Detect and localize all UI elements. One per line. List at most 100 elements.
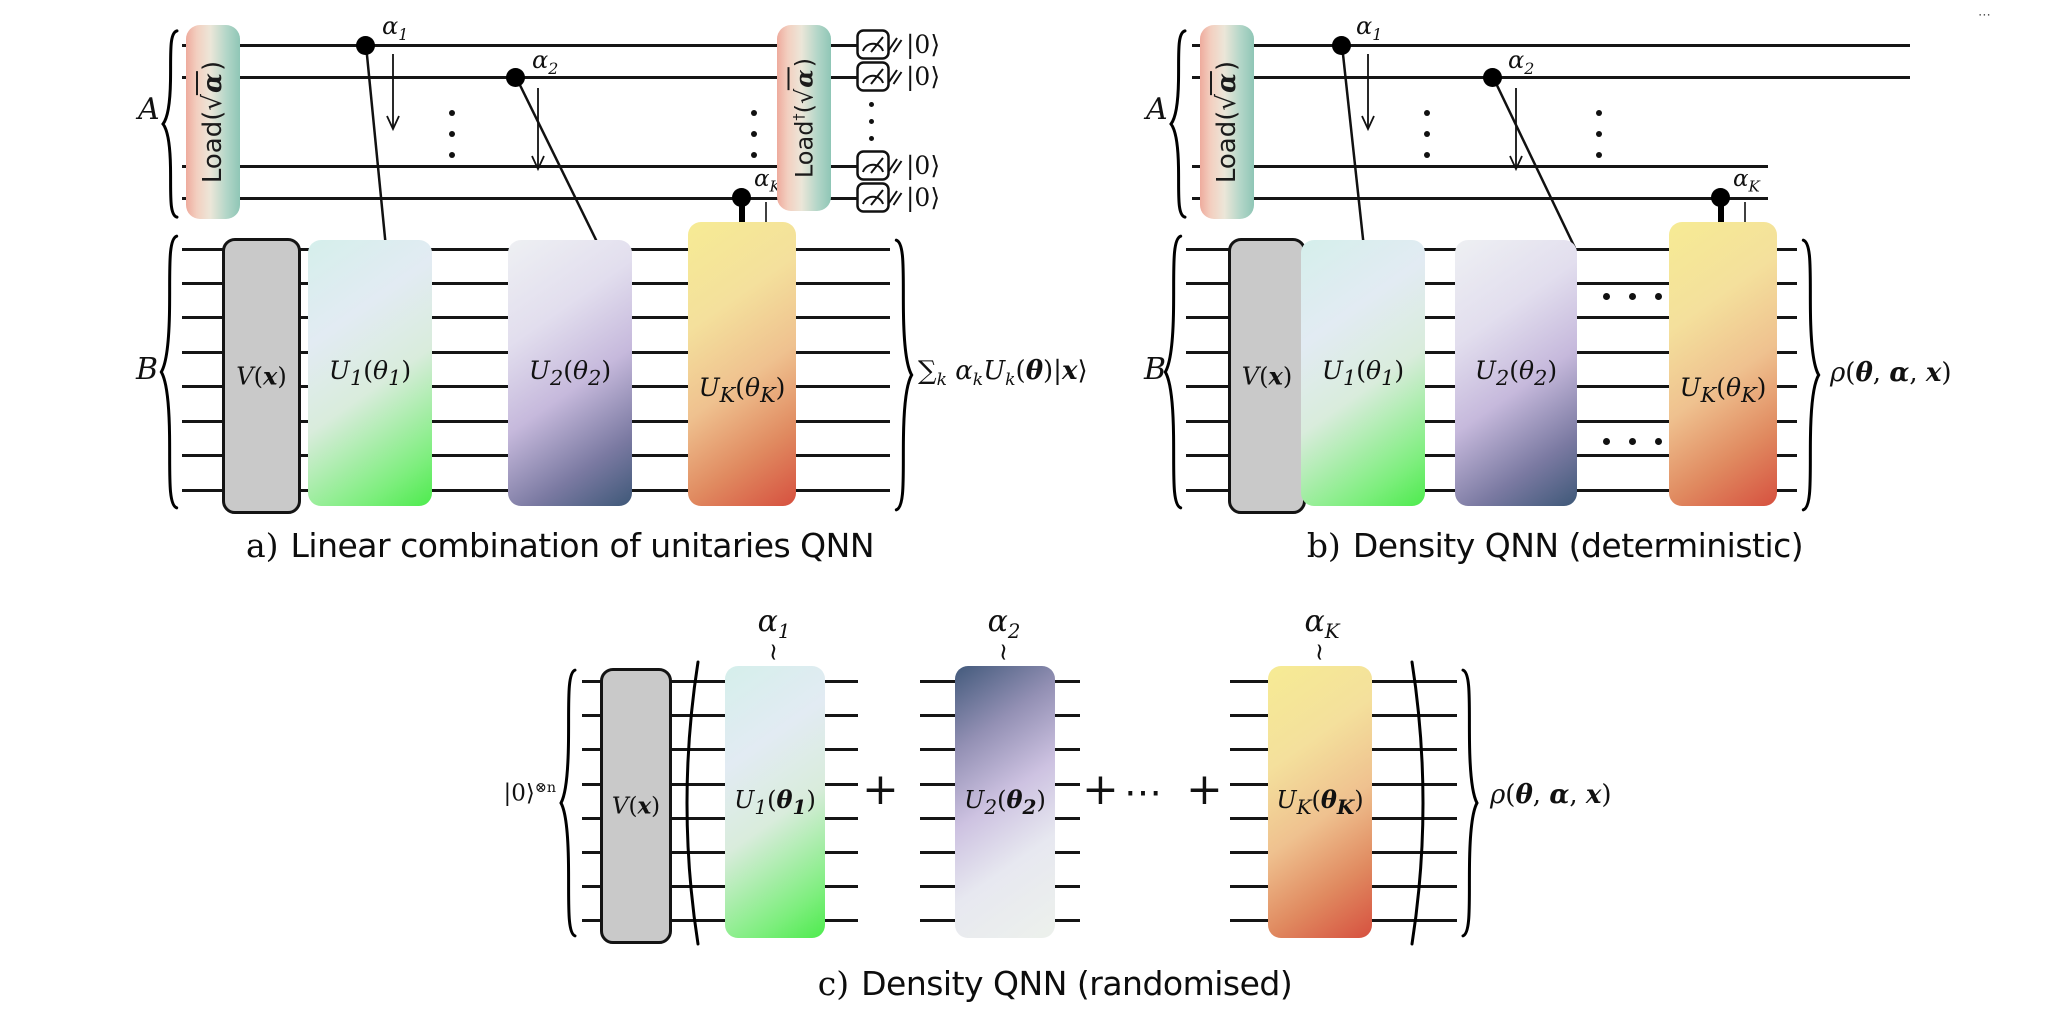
c-unitary-K-label: UK(θK)	[1276, 785, 1364, 819]
a-ancilla-wire-4	[182, 197, 858, 200]
c-wire-seg	[1365, 851, 1457, 854]
b-load-gate-label: Load(√α)	[1210, 60, 1242, 184]
b-ancilla-wire-1	[1192, 44, 1910, 47]
c-wire-seg	[1365, 919, 1457, 922]
b-ancilla-wire-2	[1192, 76, 1910, 79]
b-ancilla-wire-4	[1192, 197, 1768, 200]
c-alpha1-squiggle: ∼	[760, 641, 789, 663]
caption-c: c) Density QNN (randomised)	[817, 964, 1293, 1003]
a-ancilla-vdots-1	[449, 110, 455, 158]
b-ancilla-vdots-1	[1424, 110, 1430, 158]
b-control-line-1	[1340, 44, 1366, 249]
a-ancilla-wire-3	[182, 165, 858, 168]
c-wire-seg	[1365, 817, 1457, 820]
c-wire-seg	[1365, 748, 1457, 751]
c-wire-seg	[822, 885, 858, 888]
c-wire-seg	[1230, 783, 1272, 786]
c-wire-seg	[920, 851, 958, 854]
c-unitary-2-gate: U2(θ2)	[955, 666, 1055, 938]
a-measure-ket-1: |0⟩	[906, 30, 941, 59]
b-unitary-1-label: U1(θ1)	[1321, 356, 1405, 390]
c-encoding-gate-label: V(x)	[611, 792, 661, 820]
c-plus-1: +	[862, 764, 899, 815]
measurement-icon	[856, 61, 903, 92]
a-measure-ket-3: |0⟩	[906, 151, 941, 180]
a-control-line-1	[364, 44, 388, 249]
b-control-stem-k	[1718, 197, 1724, 224]
b-alpha1-label: α1	[1356, 12, 1383, 44]
c-close-brace	[1460, 666, 1480, 940]
a-encoding-gate: V(x)	[222, 238, 301, 514]
a-control-arrow-1	[386, 54, 400, 132]
a-output-formula: ∑k αkUk(θ)|x⟩	[918, 356, 1088, 391]
b-encoding-gate-label: V(x)	[1241, 361, 1293, 391]
b-output-formula: ρ(θ, α, x)	[1830, 358, 1952, 388]
b-control-dot-2	[1483, 68, 1502, 87]
c-unitary-K-gate: UK(θK)	[1268, 666, 1372, 938]
b-control-arrow-2	[1509, 88, 1523, 172]
c-encoding-gate: V(x)	[600, 668, 672, 944]
measurement-icon	[856, 29, 903, 60]
c-unitary-1-label: U1(θ1)	[734, 785, 816, 819]
c-alphaK-squiggle: ∼	[1306, 641, 1335, 663]
c-wire-seg	[822, 783, 858, 786]
c-wire-seg	[822, 817, 858, 820]
b-unitary-K-gate: UK(θK)	[1669, 222, 1777, 506]
c-wire-seg	[1042, 919, 1080, 922]
c-wire-seg	[1042, 817, 1080, 820]
a-register-a-brace	[160, 28, 180, 220]
c-wire-seg	[1365, 680, 1457, 683]
b-ancilla-vdots-2	[1596, 110, 1602, 158]
c-wire-seg	[822, 748, 858, 751]
a-unitary-1-label: U1(θ1)	[328, 356, 412, 390]
c-wire-seg	[920, 919, 958, 922]
c-wire-seg	[1365, 885, 1457, 888]
c-wire-seg	[1230, 680, 1272, 683]
c-alpha2-label: α2	[987, 604, 1021, 643]
b-unitary-1-gate: U1(θ1)	[1301, 240, 1425, 506]
c-wire-seg	[1230, 885, 1272, 888]
c-wire-seg	[822, 851, 858, 854]
c-plus-3: +	[1186, 764, 1223, 815]
c-right-arc	[1410, 660, 1425, 946]
c-unitary-2-label: U2(θ2)	[964, 785, 1046, 819]
measurement-icon	[856, 182, 903, 213]
a-alpha2-label: α2	[532, 46, 559, 78]
b-output-brace	[1800, 236, 1822, 514]
c-wire-seg	[1042, 851, 1080, 854]
c-alpha1-label: α1	[757, 604, 791, 643]
c-wire-seg	[1042, 783, 1080, 786]
a-control-line-2	[514, 76, 602, 249]
a-ancilla-wire-1	[182, 44, 858, 47]
b-unitary-2-label: U2(θ2)	[1474, 356, 1558, 390]
a-alphaK-label: αK	[754, 166, 781, 196]
a-control-dot-2	[506, 68, 525, 87]
b-register-a-brace	[1168, 28, 1188, 220]
a-encoding-gate-label: V(x)	[236, 361, 287, 391]
b-control-arrow-1	[1361, 54, 1375, 132]
a-load-gate-label: Load(√α)	[196, 60, 228, 184]
c-wire-seg	[822, 680, 858, 683]
c-wire-seg	[822, 919, 858, 922]
c-wire-seg	[1042, 885, 1080, 888]
c-wire-seg	[1230, 714, 1272, 717]
c-plus-2: +	[1082, 764, 1119, 815]
a-alpha1-label: α1	[382, 12, 409, 44]
a-load-dagger-gate-label: Load†(√α)	[787, 57, 819, 179]
c-wire-seg	[1042, 714, 1080, 717]
a-ancilla-vdots-2	[751, 110, 757, 158]
a-control-arrow-2	[531, 88, 545, 172]
c-alpha2-squiggle: ∼	[990, 641, 1019, 663]
b-alpha2-label: α2	[1508, 46, 1535, 78]
b-gate-hdots-bottom	[1603, 438, 1662, 445]
a-unitary-2-label: U2(θ2)	[528, 356, 612, 390]
c-input-state-label: |0⟩⊗n	[503, 780, 556, 807]
a-control-dot-k	[732, 188, 751, 207]
c-open-brace	[558, 666, 578, 940]
c-output-formula: ρ(θ, α, x)	[1490, 780, 1612, 810]
a-unitary-K-label: UK(θK)	[698, 373, 786, 407]
a-register-b-label: B	[136, 352, 159, 387]
b-control-line-2	[1491, 76, 1577, 249]
c-alphaK-label: αK	[1304, 604, 1340, 643]
c-wire-seg	[1365, 783, 1457, 786]
